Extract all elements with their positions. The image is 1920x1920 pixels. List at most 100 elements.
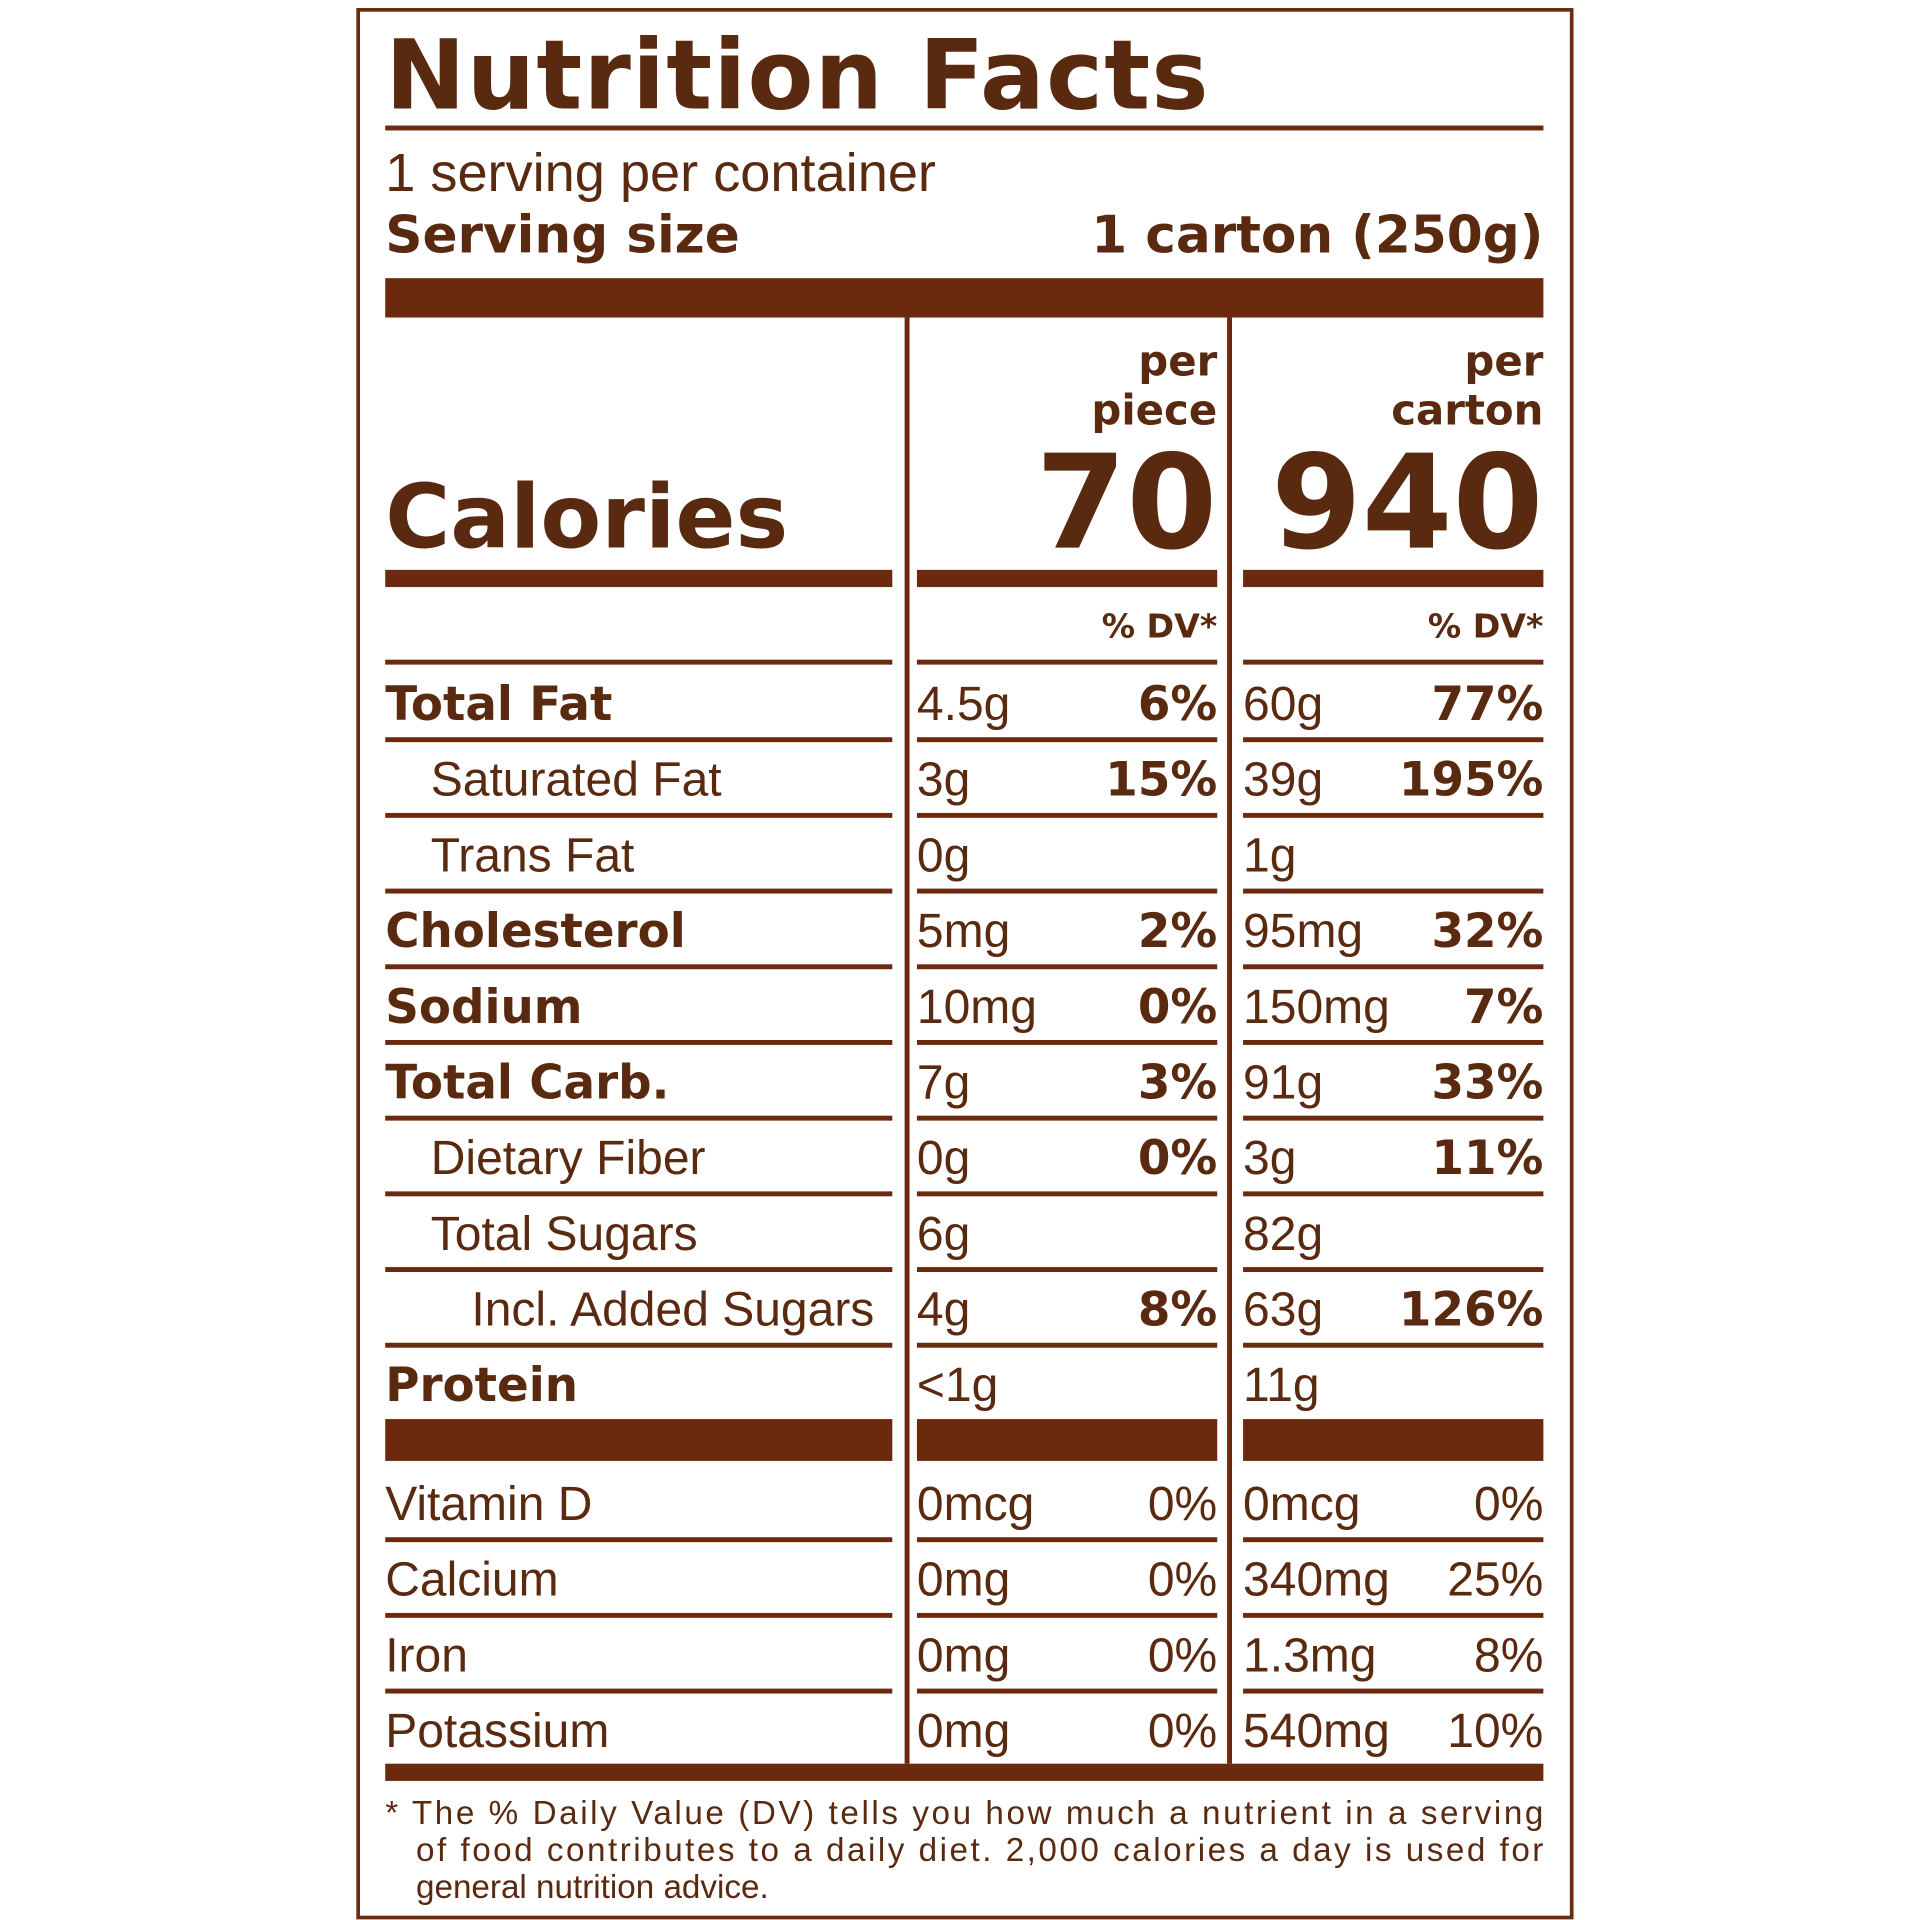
amount: 0mcg [1243,1478,1360,1531]
amount: 63g [1243,1284,1323,1337]
rule [1243,1267,1544,1272]
nutrient-name: Total Sugars [431,1208,698,1261]
thick-rule [385,1419,893,1461]
percent-dv: 0% [1138,1132,1217,1186]
percent-dv: 33% [1431,1056,1543,1110]
amount: 540mg [1243,1705,1390,1758]
amount: 10mg [917,981,1037,1034]
column-divider [904,317,910,1764]
percent-dv: 15% [1105,754,1217,808]
rule [1243,1191,1544,1197]
vitamin-name: Vitamin D [385,1478,592,1531]
amount: 0g [917,829,970,882]
percent-dv: 32% [1431,905,1543,959]
amount: 0mcg [917,1478,1034,1531]
amount: 1g [1243,829,1296,882]
vitamin-name: Calcium [385,1554,558,1607]
footnote: * The % Daily Value (DV) tells you how m… [385,1795,1543,1832]
percent-dv: 3% [1138,1056,1217,1110]
percent-dv: 8% [1474,1629,1543,1682]
calories-value: 940 [1271,427,1543,579]
rule [916,659,1218,665]
amount: 0g [917,1132,970,1185]
amount: 11g [1243,1359,1320,1412]
rule [916,1342,1218,1348]
amount: 1.3mg [1243,1629,1376,1682]
percent-dv: 0% [1148,1629,1217,1682]
rule [1243,1688,1544,1694]
rule [385,1115,893,1121]
rule [916,812,1218,818]
nutrient-name: Trans Fat [431,829,635,882]
amount: 95mg [1243,905,1363,958]
rule [385,1191,893,1197]
title: Nutrition Facts [385,19,1209,131]
dv-header: % DV* [1428,607,1544,646]
serving-size-value: 1 carton (250g) [1091,205,1543,265]
rule [385,1537,893,1543]
thick-rule [385,278,1544,318]
nutrient-name: Sodium [385,981,582,1035]
vitamin-name: Iron [385,1629,468,1682]
nutrient-name: Protein [385,1359,578,1413]
nutrient-name: Total Carb. [385,1056,669,1110]
amount: 39g [1243,754,1323,807]
percent-dv: 0% [1148,1554,1217,1607]
rule [916,1040,1218,1045]
amount: 60g [1243,678,1323,731]
rule [916,1612,1218,1618]
calories-label: Calories [385,466,788,569]
percent-dv: 8% [1138,1284,1217,1338]
amount: 0mg [917,1554,1010,1607]
rule [916,1688,1218,1694]
thick-rule [916,569,1218,588]
rule [1243,964,1544,970]
rule [385,812,893,818]
rule [916,1537,1218,1543]
percent-dv: 2% [1138,905,1217,959]
rule [916,888,1218,894]
percent-dv: 0% [1148,1705,1217,1758]
rule [1243,1537,1544,1543]
rule [385,125,1544,131]
rule [385,1612,893,1618]
amount: 4g [917,1284,970,1337]
amount: 3g [917,754,970,807]
rule [916,737,1218,743]
rule [1243,812,1544,818]
footnote: general nutrition advice. [416,1869,769,1906]
percent-dv: 0% [1138,981,1217,1035]
nutrient-name: Total Fat [385,678,612,732]
rule [1243,659,1544,665]
servings: 1 serving per container [385,143,936,203]
thick-rule [1243,569,1544,588]
amount: 0mg [917,1705,1010,1758]
calories-value: 70 [1036,427,1218,579]
column-header: per [1464,336,1543,385]
rule [916,1115,1218,1121]
serving-size-label: Serving size [385,205,740,265]
column-header: carton [1391,386,1543,435]
rule [385,964,893,970]
nutrient-name: Saturated Fat [431,754,722,807]
percent-dv: 25% [1447,1554,1543,1607]
nutrient-name: Incl. Added Sugars [471,1284,874,1337]
amount: 91g [1243,1056,1323,1109]
rule [916,1267,1218,1272]
rule [916,964,1218,970]
amount: 3g [1243,1132,1296,1185]
footnote: of food contributes to a daily diet. 2,0… [416,1832,1543,1869]
rule [1243,1342,1544,1348]
percent-dv: 195% [1399,754,1543,808]
percent-dv: 0% [1148,1478,1217,1531]
thick-rule [385,1763,1544,1781]
column-header: per [1138,336,1217,385]
amount: <1g [917,1359,998,1412]
rule [385,1688,893,1694]
rule [916,1191,1218,1197]
percent-dv: 126% [1399,1284,1543,1338]
rule [1243,1040,1544,1045]
rule [385,1342,893,1348]
percent-dv: 77% [1431,678,1543,732]
